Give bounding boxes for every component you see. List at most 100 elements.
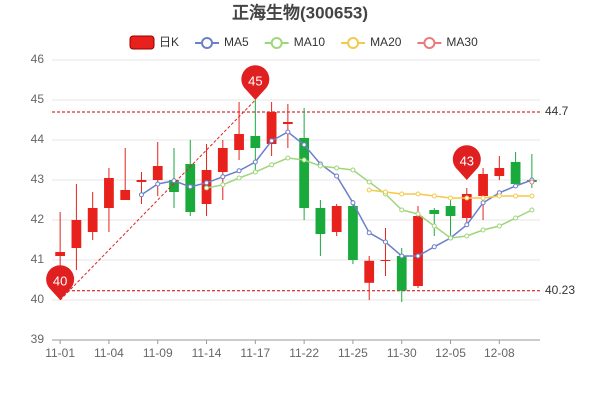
ma-point <box>480 195 486 201</box>
ma-point <box>236 168 242 174</box>
legend-swatch <box>129 35 155 50</box>
y-tick-label: 42 <box>31 212 45 226</box>
candle-body <box>87 208 98 232</box>
ma-point <box>366 230 372 236</box>
candle-body <box>364 260 375 283</box>
candle-body <box>380 260 391 261</box>
chart-title: 正海生物(300653) <box>232 2 368 22</box>
x-tick-label: 12-05 <box>435 346 466 360</box>
candle-body <box>282 122 293 124</box>
candle-body <box>71 220 82 248</box>
candle-body <box>445 206 456 216</box>
ma-point <box>171 178 177 184</box>
ma-point <box>366 179 372 185</box>
legend-label: MA30 <box>446 35 478 49</box>
ma-point <box>350 167 356 173</box>
ma-point <box>366 187 372 193</box>
reference-label: 40.23 <box>545 283 575 297</box>
price-marker <box>46 265 75 300</box>
price-marker <box>452 145 481 180</box>
ma-point <box>431 244 437 250</box>
ma-point <box>252 169 258 175</box>
candle-body <box>429 210 440 214</box>
ma-point <box>399 207 405 213</box>
ma-point <box>513 183 519 189</box>
ma-point <box>480 200 486 206</box>
candle-body <box>136 180 147 182</box>
y-tick-label: 39 <box>31 332 45 346</box>
ma-point <box>464 222 470 228</box>
x-tick-label: 11-04 <box>94 346 124 360</box>
ma-point <box>317 163 323 169</box>
legend-swatch <box>201 37 214 49</box>
candle-body <box>152 166 163 180</box>
ma-point <box>382 239 388 245</box>
legend-swatch <box>423 37 436 49</box>
ma-point <box>269 138 275 144</box>
ma-point <box>431 193 437 199</box>
ma-point <box>480 227 486 233</box>
marker-label: 40 <box>53 273 67 288</box>
legend-label: MA10 <box>294 35 326 49</box>
legend-label: MA5 <box>224 35 249 49</box>
ma-point <box>529 193 535 199</box>
candle-body <box>461 194 472 218</box>
ma-point <box>464 195 470 201</box>
ma-point <box>415 253 421 259</box>
candle-body <box>510 162 521 184</box>
candle-body <box>250 136 261 148</box>
candle-body <box>396 256 407 291</box>
candle-body <box>104 178 114 208</box>
candle-body <box>315 208 326 234</box>
ma-point <box>252 159 258 165</box>
x-tick-label: 11-22 <box>289 346 319 360</box>
ma-point <box>285 155 291 161</box>
trend-line <box>59 99 256 301</box>
ma-point <box>464 233 470 239</box>
ma-point <box>415 211 421 217</box>
y-tick-label: 46 <box>31 52 45 66</box>
ma-point <box>496 223 502 229</box>
ma-point <box>220 174 226 180</box>
ma-point <box>334 165 340 171</box>
candle-body <box>494 168 505 176</box>
ma-point <box>399 253 405 259</box>
ma-point <box>187 184 193 190</box>
ma-point <box>350 200 356 206</box>
ma-point <box>236 175 242 181</box>
candle-body <box>120 190 131 200</box>
marker-label: 45 <box>248 73 262 88</box>
reference-label: 44.7 <box>545 104 569 118</box>
ma-point <box>529 207 535 213</box>
x-tick-label: 11-09 <box>143 346 173 360</box>
marker-label: 43 <box>460 153 474 168</box>
candle-body <box>478 174 488 196</box>
y-tick-label: 44 <box>31 132 45 146</box>
ma-point <box>496 193 502 199</box>
ma-point <box>448 235 454 241</box>
ma-point <box>399 191 405 197</box>
y-tick-label: 40 <box>31 292 45 306</box>
ma-point <box>448 195 454 201</box>
candle-body <box>348 206 358 260</box>
ma-point <box>513 193 519 199</box>
candle-body <box>413 216 423 286</box>
ma-point <box>155 181 161 187</box>
ma-point <box>382 189 388 195</box>
x-tick-label: 11-25 <box>338 346 368 360</box>
ma-point <box>415 191 421 197</box>
x-tick-label: 11-01 <box>45 346 75 360</box>
legend-label: MA20 <box>370 35 402 49</box>
candle-body <box>331 206 342 232</box>
y-tick-label: 43 <box>31 172 45 186</box>
ma-point <box>204 180 210 186</box>
x-tick-label: 11-17 <box>240 346 270 360</box>
candle-body <box>266 112 277 144</box>
ma-point <box>138 192 144 198</box>
candle-body <box>169 180 179 192</box>
y-tick-label: 41 <box>31 252 45 266</box>
y-tick-label: 45 <box>31 92 45 106</box>
ma-point <box>301 142 307 148</box>
ma-point <box>431 223 437 229</box>
